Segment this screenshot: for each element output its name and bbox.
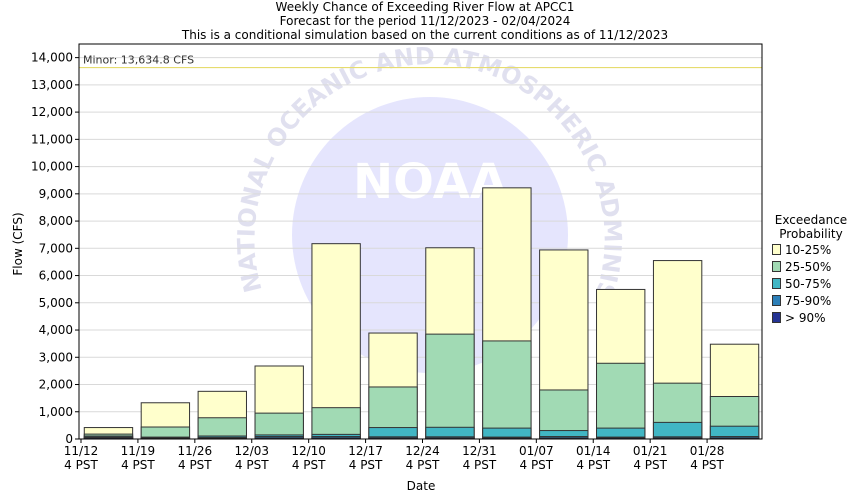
y-axis-title: Flow (CFS) xyxy=(11,212,25,275)
legend-label: 25-50% xyxy=(785,259,832,274)
y-tick-label: 13,000 xyxy=(31,78,73,92)
x-tick-label-time: 4 PST xyxy=(349,458,383,472)
y-tick-label: 14,000 xyxy=(31,51,73,65)
x-tick-label-time: 4 PST xyxy=(178,458,212,472)
axes xyxy=(78,43,763,440)
legend-label: 75-90% xyxy=(785,293,832,308)
threshold-group: Minor: 13,634.8 CFS xyxy=(79,54,762,69)
x-tick-label-time: 4 PST xyxy=(235,458,269,472)
x-tick-label-time: 4 PST xyxy=(64,458,98,472)
legend-swatch xyxy=(772,295,781,306)
legend-title-line2: Probability xyxy=(779,227,843,241)
legend-item: 25-50% xyxy=(772,258,850,275)
threshold-label: Minor: 13,634.8 CFS xyxy=(83,54,194,67)
y-tick-label: 11,000 xyxy=(31,132,73,146)
legend-item: 50-75% xyxy=(772,275,850,292)
x-tick-label-date: 12/03 xyxy=(234,444,269,458)
bars xyxy=(83,187,760,440)
y-tick-label: 3,000 xyxy=(39,350,73,364)
legend-label: > 90% xyxy=(785,310,826,325)
x-tick-label-date: 12/10 xyxy=(291,444,326,458)
x-tick-label-date: 12/24 xyxy=(405,444,440,458)
legend-item: 10-25% xyxy=(772,241,850,258)
x-tick-label-date: 01/28 xyxy=(690,444,725,458)
plot-frame xyxy=(78,43,763,440)
x-tick-label-date: 01/14 xyxy=(576,444,611,458)
bar-10-25--5 xyxy=(311,243,361,440)
x-tick-label-time: 4 PST xyxy=(633,458,667,472)
x-tick-label-time: 4 PST xyxy=(520,458,554,472)
y-tick-label: 1,000 xyxy=(39,405,73,419)
y-tick-label: 12,000 xyxy=(31,105,73,119)
legend-item: 75-90% xyxy=(772,292,850,309)
y-tick-label: 6,000 xyxy=(39,269,73,283)
legend-swatch xyxy=(772,244,781,255)
legend-swatch xyxy=(772,312,781,323)
y-tick-label: 2,000 xyxy=(39,378,73,392)
y-tick-label: 10,000 xyxy=(31,160,73,174)
x-tick-label-date: 11/26 xyxy=(178,444,213,458)
y-tick-label: 5,000 xyxy=(39,296,73,310)
bar-25-50--10 xyxy=(596,362,646,440)
x-tick-label-time: 4 PST xyxy=(463,458,497,472)
watermark-logo-text: NOAA xyxy=(353,154,507,210)
x-tick-label-time: 4 PST xyxy=(690,458,724,472)
x-tick-label-date: 11/12 xyxy=(64,444,99,458)
chart-titles: Weekly Chance of Exceeding River Flow at… xyxy=(0,0,850,42)
bar-25-50--5 xyxy=(311,407,361,440)
y-tick-label: 8,000 xyxy=(39,214,73,228)
chart-title: Weekly Chance of Exceeding River Flow at… xyxy=(275,0,575,14)
chart-subtitle-period: Forecast for the period 11/12/2023 - 02/… xyxy=(279,14,571,28)
x-tick-label-time: 4 PST xyxy=(576,458,610,472)
x-tick-label-date: 01/07 xyxy=(519,444,554,458)
x-axis-title: Date xyxy=(407,479,436,493)
bar-25-50--8 xyxy=(482,340,532,440)
x-tick-label-time: 4 PST xyxy=(406,458,440,472)
chart-subtitle-condition: This is a conditional simulation based o… xyxy=(181,28,669,42)
legend: Exceedance Probability 10-25% 25-50% 50-75… xyxy=(772,213,850,326)
bar-25-50--7 xyxy=(425,333,475,440)
legend-swatch xyxy=(772,278,781,289)
legend-swatch xyxy=(772,261,781,272)
x-tick-label-date: 01/21 xyxy=(633,444,668,458)
legend-title-line1: Exceedance xyxy=(774,213,848,227)
legend-items: 10-25% 25-50% 50-75% 75-90% > 90% xyxy=(772,241,850,326)
grid-lines xyxy=(79,57,762,413)
y-tick-label: 7,000 xyxy=(39,241,73,255)
x-tick-label-date: 11/19 xyxy=(121,444,156,458)
y-tick-label: 9,000 xyxy=(39,187,73,201)
x-tick-label-date: 12/17 xyxy=(348,444,383,458)
legend-item: > 90% xyxy=(772,309,850,326)
x-tick-label-time: 4 PST xyxy=(121,458,155,472)
legend-label: 10-25% xyxy=(785,242,832,257)
legend-label: 50-75% xyxy=(785,276,832,291)
x-tick-label-date: 12/31 xyxy=(462,444,497,458)
x-tick-label-time: 4 PST xyxy=(292,458,326,472)
y-tick-label: 4,000 xyxy=(39,323,73,337)
y-tick-label: 0 xyxy=(65,432,73,446)
y-ticks: 0 1,000 2,000 3,000 4,000 5,000 6,000 7,000 8,00… xyxy=(31,51,79,446)
